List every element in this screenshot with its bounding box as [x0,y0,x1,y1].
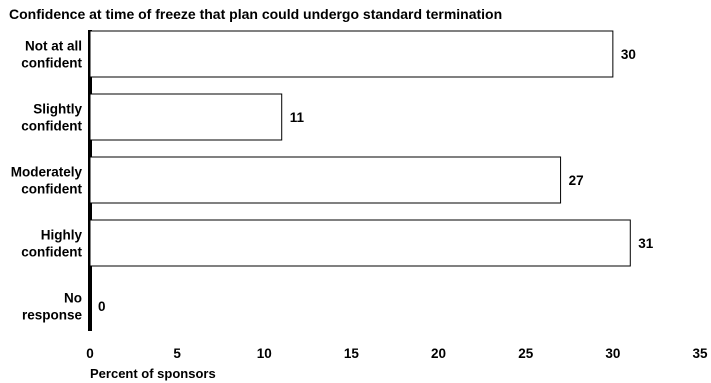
data-label: 27 [569,173,584,188]
x-tick-label: 30 [605,346,620,361]
category-label: Slightly [33,102,82,117]
x-tick-label: 0 [86,346,94,361]
category-label: Moderately [11,165,83,180]
x-tick-label: 35 [692,346,708,361]
x-axis-label: Percent of sponsors [90,366,216,381]
category-label: response [22,308,83,323]
bars-layer [89,30,631,267]
data-label: 0 [98,299,106,314]
data-label: 31 [638,236,654,251]
x-tick-label: 5 [173,346,181,361]
bar [89,93,283,141]
labels-layer: 30 Not at all confident 11 Slightly confident… [11,39,654,323]
category-label: confident [21,182,82,197]
category-label: No [64,291,82,306]
x-tick-label: 20 [431,346,446,361]
category-label: Highly [41,228,83,243]
ticks-layer: 0 5 10 15 20 25 30 35 [86,346,708,361]
data-label: 11 [290,110,305,125]
chart-title: Confidence at time of freeze that plan c… [9,6,503,22]
x-tick-label: 15 [344,346,360,361]
category-label: confident [21,245,82,260]
data-label: 30 [621,47,636,62]
bar [89,156,562,204]
category-label: confident [21,119,82,134]
x-tick-label: 25 [518,346,534,361]
category-label: Not at all [25,39,82,54]
category-label: confident [21,56,82,71]
x-tick-label: 10 [257,346,272,361]
bar [89,219,631,267]
bar [89,30,614,78]
